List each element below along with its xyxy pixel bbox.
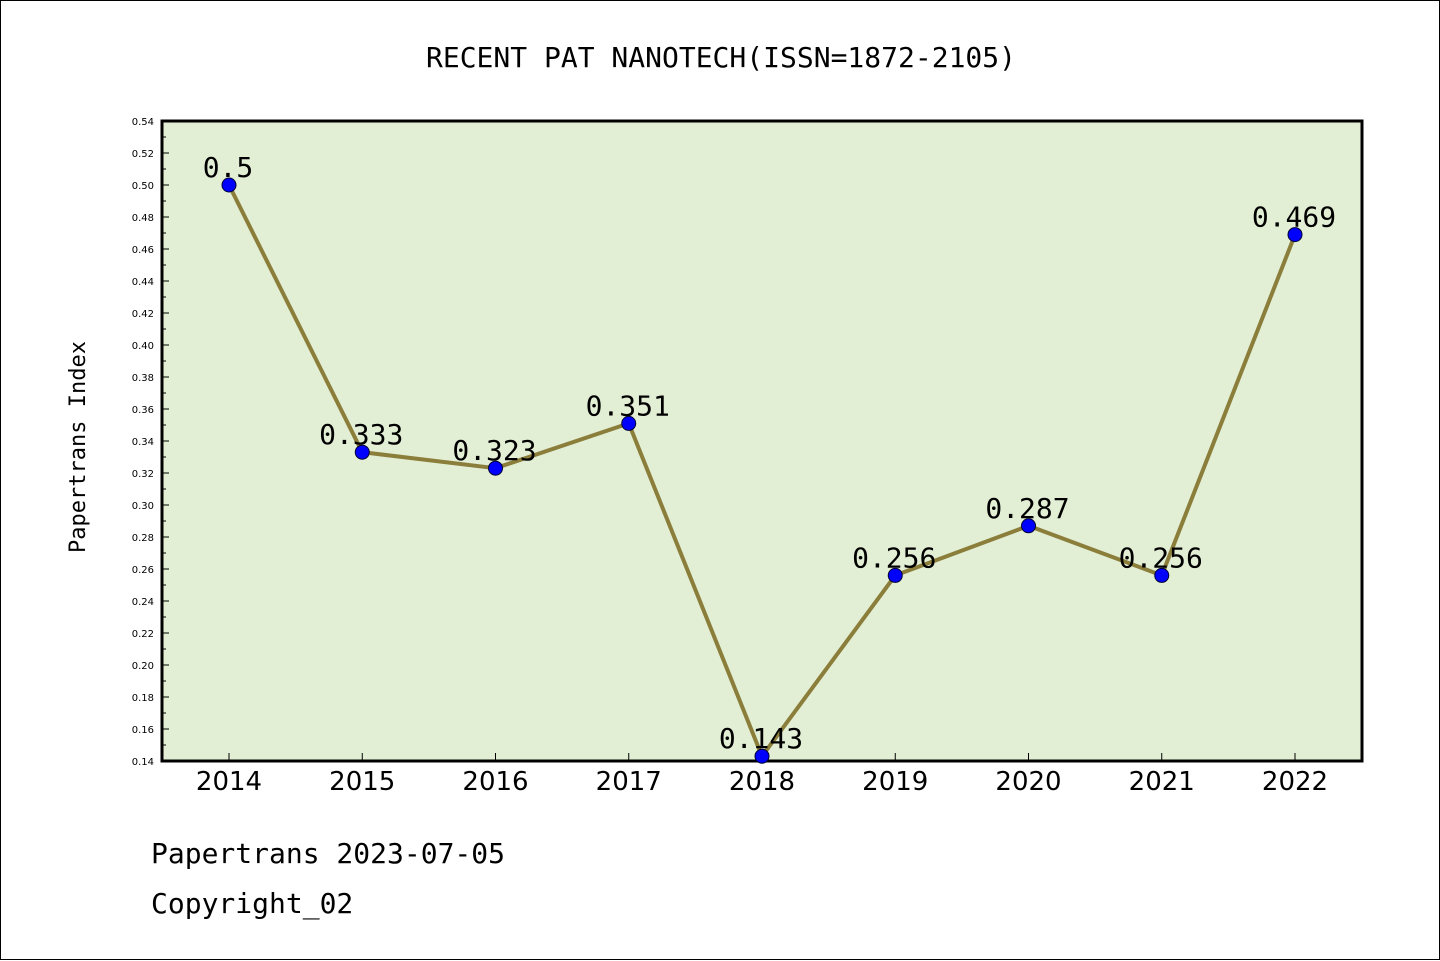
data-point: [1154, 567, 1170, 583]
y-tick-label: 0.24: [132, 597, 154, 608]
data-label: 0.323: [452, 434, 536, 467]
data-point: [1021, 518, 1036, 534]
data-label: 0.287: [985, 492, 1069, 525]
x-tick-label: 2021: [1129, 767, 1195, 797]
y-tick-label: 0.26: [132, 565, 154, 576]
data-label: 0.5: [203, 151, 254, 184]
y-tick-label: 0.34: [132, 437, 154, 448]
y-tick-label: 0.40: [132, 341, 154, 352]
series-markers-group: [221, 177, 1303, 764]
y-tick-label: 0.52: [132, 149, 154, 160]
x-tick-label: 2018: [729, 767, 795, 797]
data-label: 0.333: [319, 418, 403, 451]
y-tick-label: 0.18: [132, 693, 154, 704]
x-tick-label: 2016: [462, 767, 528, 797]
plot-area: [160, 119, 1364, 763]
data-label: 0.143: [719, 722, 803, 755]
data-point: [887, 567, 903, 583]
x-axis: 2014 2015 2016 2017 2018 2019 2020 2021 2022: [196, 753, 1328, 797]
y-tick-label: 0.32: [132, 469, 154, 480]
y-tick-label: 0.44: [132, 277, 154, 288]
y-tick-label: 0.20: [132, 661, 154, 672]
y-tick-label: 0.14: [132, 757, 154, 768]
data-label: 0.256: [1119, 541, 1203, 574]
data-point: [754, 748, 770, 764]
y-tick-label: 0.46: [132, 245, 154, 256]
data-label: 0.469: [1252, 201, 1336, 234]
data-point: [221, 177, 237, 193]
y-axis: 0.14 0.16 0.18 0.20 0.22 0.24 0.26 0.28 0.30 0.32…: [132, 117, 169, 768]
data-point: [621, 415, 637, 431]
y-tick-label: 0.16: [132, 725, 154, 736]
x-tick-label: 2015: [329, 767, 395, 797]
y-tick-label: 0.30: [132, 501, 154, 512]
y-tick-label: 0.38: [132, 373, 154, 384]
x-tick-label: 2017: [596, 767, 662, 797]
y-tick-label: 0.36: [132, 405, 154, 416]
data-point: [354, 444, 370, 460]
y-tick-label: 0.50: [132, 181, 154, 192]
data-point: [1287, 227, 1303, 243]
y-axis-label: Papertrans Index: [66, 341, 91, 553]
y-tick-label: 0.28: [132, 533, 154, 544]
y-tick-label: 0.22: [132, 629, 154, 640]
data-label: 0.351: [586, 389, 670, 422]
data-label: 0.256: [852, 541, 936, 574]
x-tick-label: 2020: [995, 767, 1061, 797]
footer-date: Papertrans 2023-07-05: [151, 837, 506, 870]
data-labels-group: 0.5 0.333 0.323 0.351 0.143 0.256 0.287 0.256 0.…: [203, 151, 1336, 755]
y-tick-label: 0.48: [132, 213, 154, 224]
x-tick-label: 2022: [1262, 767, 1328, 797]
footer-copyright: Copyright_02: [151, 887, 354, 920]
x-tick-label: 2019: [862, 767, 928, 797]
y-tick-label: 0.54: [132, 117, 154, 128]
chart-title: RECENT PAT NANOTECH(ISSN=1872-2105): [426, 41, 1016, 74]
y-tick-label: 0.42: [132, 309, 154, 320]
x-tick-label: 2014: [196, 767, 262, 797]
data-point: [488, 460, 503, 476]
